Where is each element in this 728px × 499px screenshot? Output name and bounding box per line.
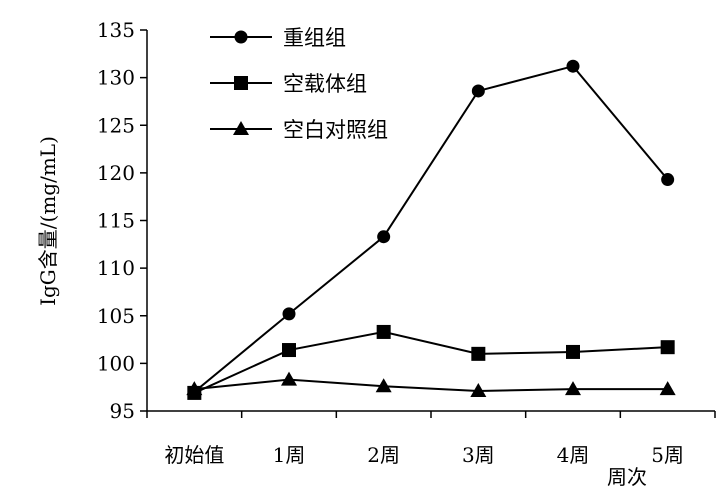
series-line	[193, 330, 668, 394]
data-point	[377, 230, 391, 244]
legend-label: 空载体组	[283, 72, 367, 96]
data-point	[282, 343, 296, 358]
y-tick-label: 110	[97, 256, 135, 280]
y-axis-ticks: 95 100 105 110 115 120 125 130 135	[97, 18, 147, 423]
x-tick-label: 3周	[462, 443, 495, 467]
legend-marker	[234, 30, 248, 44]
data-point	[659, 381, 676, 396]
y-tick-label: 115	[97, 209, 135, 233]
y-tick-label: 100	[97, 351, 135, 375]
data-point	[282, 307, 296, 321]
legend-label: 重组组	[283, 26, 346, 50]
series-line	[194, 378, 668, 392]
y-tick-label: 95	[110, 399, 135, 423]
legend-item: 重组组	[210, 26, 346, 50]
legend-item: 空载体组	[210, 72, 367, 96]
y-tick-label: 135	[97, 18, 135, 42]
data-point	[566, 344, 580, 359]
legend-item: 空白对照组	[210, 118, 388, 142]
data-point	[470, 382, 487, 397]
legend-marker	[234, 76, 248, 90]
x-tick-label: 初始值	[164, 443, 224, 467]
legend-marker	[233, 121, 249, 135]
data-point	[471, 346, 486, 361]
data-point	[186, 381, 203, 396]
legend-label: 空白对照组	[283, 118, 388, 142]
x-axis-title: 周次	[607, 465, 647, 489]
axes	[146, 30, 715, 412]
data-point	[660, 340, 675, 355]
data-point	[375, 378, 392, 393]
series-triangle	[186, 371, 676, 397]
series-circle	[187, 59, 675, 399]
series-layer	[186, 59, 676, 400]
data-point	[281, 371, 297, 386]
y-tick-label: 130	[97, 66, 135, 90]
x-tick-label: 2周	[367, 443, 400, 467]
data-point	[566, 59, 580, 73]
data-point	[376, 324, 391, 339]
y-tick-label: 125	[97, 113, 135, 137]
x-tick-label: 1周	[273, 443, 306, 467]
y-axis-title: IgG含量/(mg/mL)	[36, 136, 60, 306]
x-axis-ticks: 初始值 1周 2周 3周 4周 5周	[146, 411, 716, 467]
y-tick-label: 105	[97, 304, 135, 328]
x-tick-label: 5周	[651, 443, 684, 467]
data-point	[661, 173, 675, 187]
x-tick-label: 4周	[557, 443, 590, 467]
y-tick-label: 120	[97, 161, 135, 185]
data-point	[471, 84, 485, 98]
data-point	[565, 381, 581, 396]
series-line	[193, 65, 669, 393]
